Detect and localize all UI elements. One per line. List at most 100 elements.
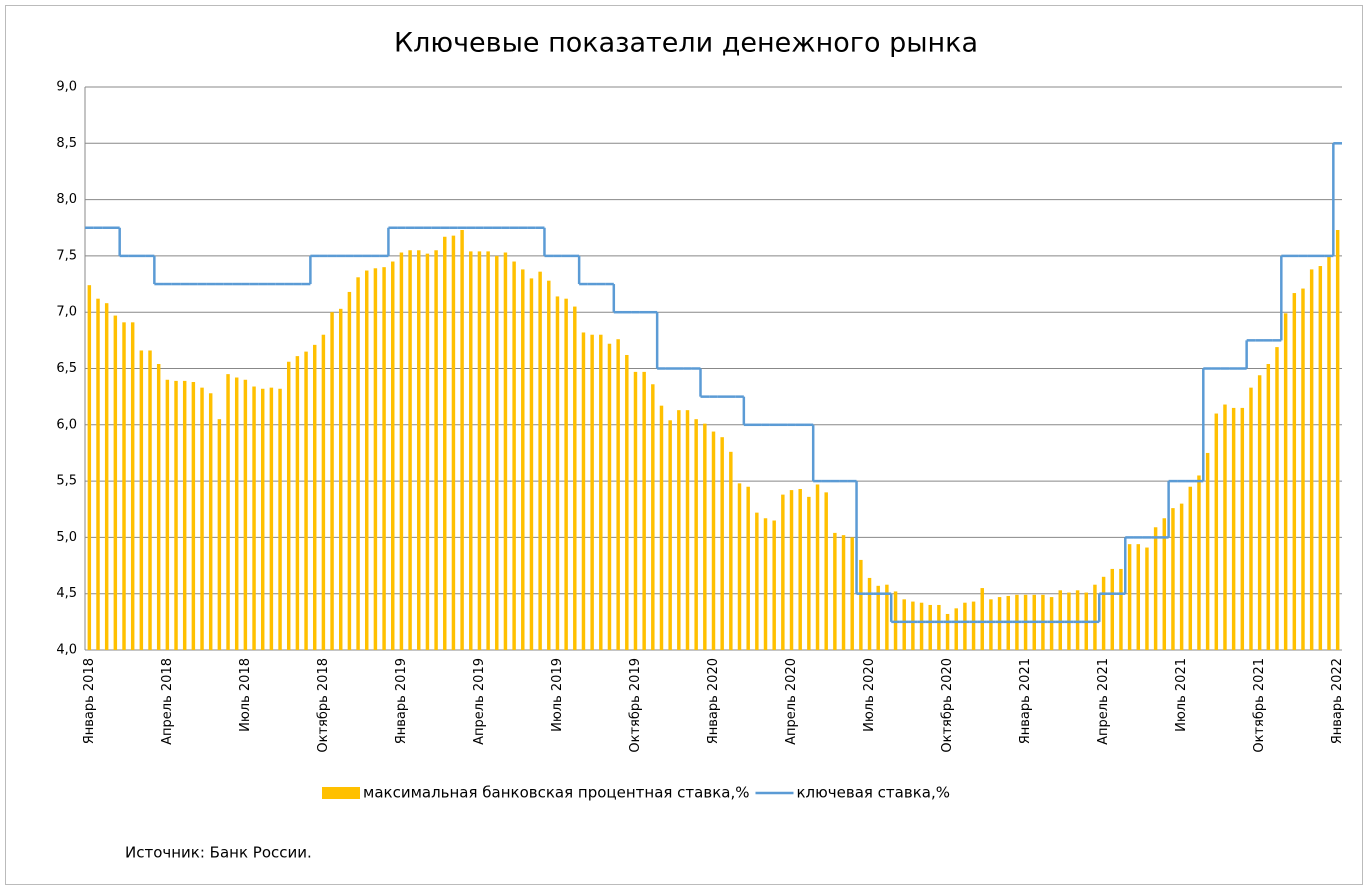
bar bbox=[1309, 269, 1314, 650]
legend-swatch bbox=[322, 787, 360, 799]
bar bbox=[538, 271, 542, 650]
bar bbox=[980, 588, 984, 650]
bar bbox=[1179, 503, 1184, 650]
bar bbox=[1136, 544, 1141, 650]
x-tick-label: Январь 2021 bbox=[1018, 658, 1033, 744]
bar bbox=[1223, 404, 1227, 650]
bar bbox=[1231, 407, 1236, 650]
bar bbox=[963, 602, 967, 650]
bar bbox=[616, 339, 620, 650]
bar bbox=[928, 604, 932, 650]
bar bbox=[1119, 568, 1123, 650]
bar bbox=[113, 315, 118, 650]
bar bbox=[833, 532, 837, 650]
bar bbox=[885, 584, 889, 650]
bar bbox=[746, 486, 750, 650]
bar bbox=[763, 518, 768, 650]
bar bbox=[1205, 452, 1210, 650]
y-tick-label: 5,5 bbox=[56, 474, 77, 489]
chart-frame bbox=[5, 5, 1363, 885]
bar bbox=[1335, 230, 1340, 650]
bar bbox=[1318, 266, 1323, 650]
bar bbox=[989, 599, 993, 650]
bar bbox=[954, 608, 958, 650]
bar bbox=[469, 251, 473, 650]
x-tick-label: Апрель 2018 bbox=[160, 658, 175, 745]
bar bbox=[182, 380, 187, 650]
bar bbox=[243, 379, 248, 650]
bar bbox=[720, 437, 724, 650]
bar bbox=[122, 322, 126, 650]
bar bbox=[1327, 257, 1331, 650]
bar bbox=[1283, 313, 1288, 650]
bar bbox=[867, 577, 872, 650]
x-tick-label: Июль 2018 bbox=[238, 658, 253, 732]
bar bbox=[521, 269, 525, 650]
bar bbox=[911, 601, 915, 650]
x-tick-label: Июль 2020 bbox=[862, 658, 877, 732]
x-tick-label: Январь 2019 bbox=[394, 658, 409, 744]
bar bbox=[937, 604, 941, 650]
bar bbox=[495, 255, 499, 650]
bar bbox=[737, 483, 742, 650]
bar bbox=[677, 410, 681, 650]
legend-label: максимальная банковская процентная ставк… bbox=[363, 784, 749, 802]
bar bbox=[564, 298, 568, 650]
bar bbox=[174, 380, 178, 650]
bar bbox=[503, 252, 508, 650]
bar bbox=[789, 490, 794, 650]
bar bbox=[607, 343, 612, 650]
x-tick-label: Октябрь 2018 bbox=[316, 658, 331, 753]
bar bbox=[711, 431, 716, 650]
bar bbox=[1093, 584, 1097, 650]
bar bbox=[191, 382, 196, 650]
x-tick-label: Апрель 2020 bbox=[784, 658, 799, 745]
bar bbox=[408, 250, 412, 650]
bar bbox=[234, 377, 239, 650]
bar bbox=[252, 386, 256, 650]
bar bbox=[1292, 293, 1297, 650]
x-tick-label: Январь 2020 bbox=[706, 658, 721, 744]
bar bbox=[87, 285, 92, 650]
bar bbox=[460, 230, 464, 650]
bar bbox=[807, 496, 811, 650]
bar bbox=[798, 488, 802, 650]
bar bbox=[1249, 387, 1253, 650]
bar bbox=[997, 597, 1002, 650]
bar bbox=[96, 298, 100, 650]
bar bbox=[1240, 407, 1245, 650]
bar bbox=[755, 512, 759, 650]
bar bbox=[304, 351, 308, 650]
bar bbox=[971, 601, 976, 650]
bar bbox=[581, 332, 586, 650]
x-tick-label: Январь 2022 bbox=[1330, 658, 1345, 744]
bar bbox=[1171, 508, 1175, 650]
bar bbox=[347, 291, 352, 650]
bar bbox=[694, 419, 698, 650]
bar bbox=[850, 537, 854, 650]
bar bbox=[226, 374, 230, 650]
x-tick-label: Октябрь 2019 bbox=[628, 658, 643, 753]
bar bbox=[156, 363, 161, 650]
x-tick-label: Январь 2018 bbox=[82, 658, 97, 744]
bar bbox=[139, 350, 144, 650]
bar bbox=[1058, 590, 1062, 650]
bar bbox=[642, 371, 646, 650]
bar bbox=[321, 334, 326, 650]
bar bbox=[295, 356, 300, 650]
y-tick-label: 8,5 bbox=[56, 136, 77, 151]
bar bbox=[876, 585, 880, 650]
bar bbox=[1110, 568, 1115, 650]
bar bbox=[260, 388, 265, 650]
y-tick-label: 8,0 bbox=[56, 192, 77, 207]
bar bbox=[547, 280, 551, 650]
y-tick-label: 7,0 bbox=[56, 305, 77, 320]
y-tick-label: 5,0 bbox=[56, 530, 77, 545]
bar bbox=[573, 306, 577, 650]
bar bbox=[1145, 547, 1149, 650]
bar bbox=[1101, 576, 1106, 650]
bar bbox=[1188, 486, 1193, 650]
bar bbox=[599, 334, 603, 650]
chart-title: Ключевые показатели денежного рынка bbox=[394, 28, 978, 59]
